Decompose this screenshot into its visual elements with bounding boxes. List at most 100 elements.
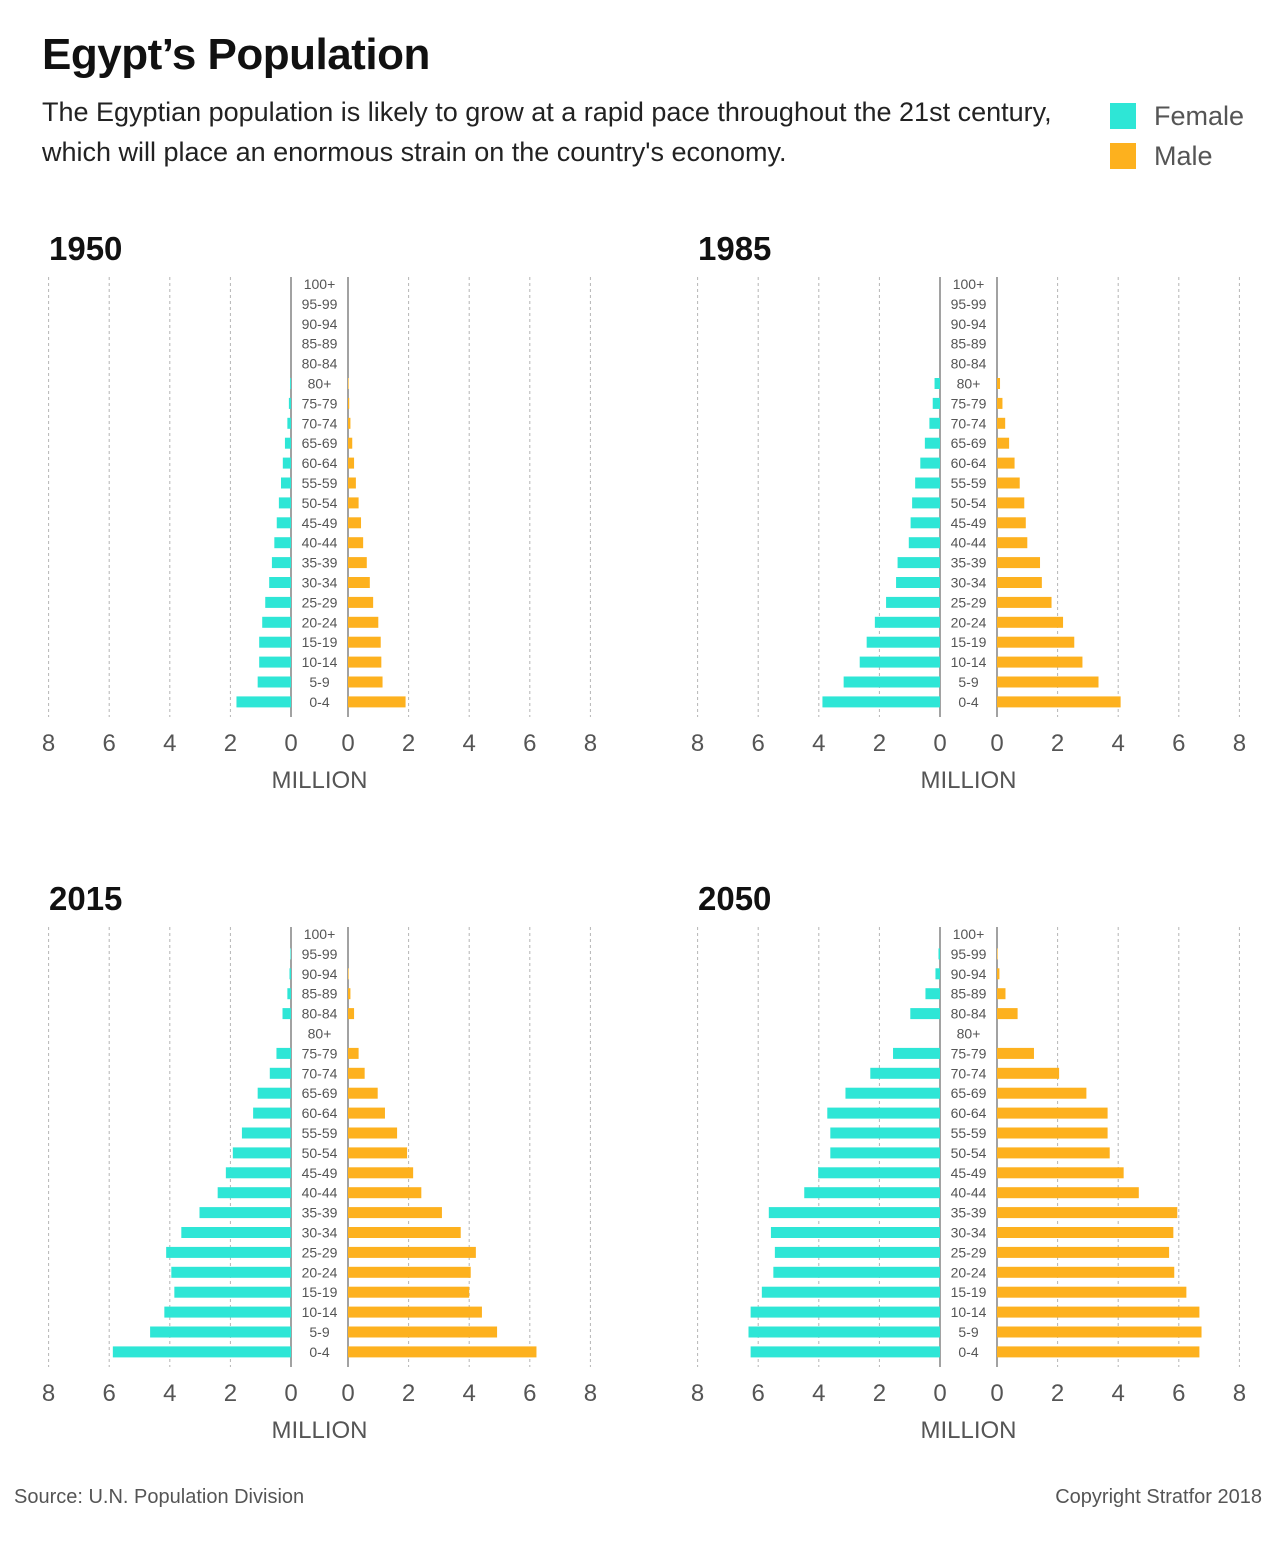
x-tick-label-female: 8 — [42, 730, 55, 757]
x-axis-label: MILLION — [271, 1417, 367, 1444]
male-bar-10-14 — [997, 1306, 1200, 1318]
female-bar-30-34 — [181, 1227, 291, 1238]
age-label: 35-39 — [951, 1205, 987, 1221]
age-label: 5-9 — [309, 1324, 329, 1340]
female-bar-55-59 — [830, 1127, 940, 1139]
x-tick-label-male: 6 — [523, 730, 536, 757]
male-bar-55-59 — [997, 1127, 1108, 1139]
age-label: 100+ — [953, 276, 985, 292]
age-label: 10-14 — [302, 654, 338, 670]
male-bar-50-54 — [997, 497, 1025, 509]
female-bar-20-24 — [773, 1266, 940, 1278]
female-bar-75-79 — [932, 397, 940, 409]
age-label: 85-89 — [951, 986, 987, 1002]
female-bar-45-49 — [225, 1167, 291, 1179]
female-bar-90-94 — [935, 968, 940, 980]
pyramid-title: 2015 — [49, 880, 122, 917]
female-bar-80-84 — [910, 1008, 940, 1020]
age-label: 45-49 — [951, 1165, 987, 1181]
male-bar-50-54 — [997, 1147, 1110, 1159]
age-label: 30-34 — [951, 1225, 987, 1241]
female-bar-20-24 — [171, 1266, 291, 1278]
age-label: 20-24 — [951, 614, 987, 630]
age-label: 80-84 — [951, 356, 987, 372]
male-bar-30-34 — [348, 577, 370, 588]
male-bar-5-9 — [348, 676, 383, 688]
age-label: 25-29 — [302, 1244, 338, 1260]
female-bar-0-4 — [822, 696, 940, 708]
age-label: 15-19 — [302, 1284, 338, 1300]
age-label: 70-74 — [302, 415, 338, 431]
male-bar-0-4 — [997, 696, 1121, 708]
age-label: 30-34 — [951, 575, 987, 591]
female-bar-5-9 — [257, 676, 291, 688]
female-bar-65-69 — [257, 1087, 291, 1099]
age-label: 100+ — [304, 276, 336, 292]
female-bar-20-24 — [874, 616, 940, 628]
age-label: 0-4 — [958, 1344, 978, 1360]
female-bar-55-59 — [281, 477, 291, 489]
female-bar-35-39 — [768, 1207, 940, 1219]
male-bar-40-44 — [348, 1187, 422, 1199]
male-bar-60-64 — [348, 457, 355, 469]
male-bar-55-59 — [348, 1127, 398, 1139]
male-bar-70-74 — [348, 417, 351, 429]
age-label: 65-69 — [302, 1085, 338, 1101]
x-tick-label-female: 4 — [163, 730, 176, 757]
female-bar-0-4 — [236, 696, 291, 708]
female-bar-35-39 — [199, 1207, 291, 1219]
male-bar-40-44 — [348, 537, 364, 549]
female-bar-50-54 — [830, 1147, 940, 1159]
male-bar-0-4 — [997, 1346, 1200, 1358]
female-bar-60-64 — [253, 1107, 291, 1119]
female-bar-30-34 — [896, 577, 940, 588]
male-bar-45-49 — [997, 1167, 1124, 1179]
pyramid-1985: 1985 100+ 95-99 90-94 85-89 80-84 80+ 75-79 70-7… — [649, 225, 1280, 825]
female-bar-70-74 — [929, 417, 940, 429]
age-label: 40-44 — [951, 1185, 987, 1201]
female-bar-15-19 — [761, 1286, 940, 1298]
age-label: 45-49 — [302, 515, 338, 531]
age-label: 15-19 — [302, 634, 338, 650]
male-bar-65-69 — [997, 437, 1010, 449]
age-label: 75-79 — [302, 395, 338, 411]
age-label: 0-4 — [309, 694, 329, 710]
age-label: 70-74 — [951, 415, 987, 431]
age-label: 80-84 — [302, 356, 338, 372]
male-bar-20-24 — [997, 1266, 1175, 1278]
age-label: 75-79 — [302, 1045, 338, 1061]
male-bar-0-4 — [348, 696, 406, 708]
x-axis-label: MILLION — [271, 767, 367, 794]
male-bar-45-49 — [348, 1167, 414, 1179]
age-label: 50-54 — [951, 495, 987, 511]
age-label: 55-59 — [951, 475, 987, 491]
female-bar-20-24 — [262, 616, 291, 628]
legend-label-male: Male — [1154, 140, 1213, 171]
age-label: 75-79 — [951, 395, 987, 411]
male-bar-80-84 — [997, 1008, 1018, 1020]
x-tick-label-female: 0 — [284, 730, 297, 757]
female-bar-15-19 — [174, 1286, 291, 1298]
female-bar-50-54 — [232, 1147, 291, 1159]
female-bar-30-34 — [269, 577, 291, 588]
male-bar-40-44 — [997, 1187, 1139, 1199]
age-label: 70-74 — [302, 1065, 338, 1081]
age-label: 100+ — [953, 926, 985, 942]
age-label: 80+ — [308, 376, 332, 392]
male-bar-70-74 — [348, 1067, 365, 1079]
male-bar-10-14 — [348, 656, 382, 668]
age-label: 65-69 — [951, 1085, 987, 1101]
female-bar-45-49 — [910, 517, 940, 529]
legend-swatch-female — [1110, 103, 1136, 129]
age-label: 25-29 — [951, 1244, 987, 1260]
age-label: 20-24 — [302, 614, 338, 630]
age-label: 25-29 — [951, 594, 987, 610]
pyramid-title: 1985 — [698, 230, 771, 267]
male-bar-20-24 — [348, 616, 379, 628]
female-bar-60-64 — [827, 1107, 940, 1119]
female-bar-25-29 — [774, 1246, 940, 1258]
age-label: 90-94 — [302, 966, 338, 982]
male-bar-15-19 — [997, 1286, 1187, 1298]
age-label: 5-9 — [309, 674, 329, 690]
male-bar-35-39 — [997, 1207, 1178, 1219]
